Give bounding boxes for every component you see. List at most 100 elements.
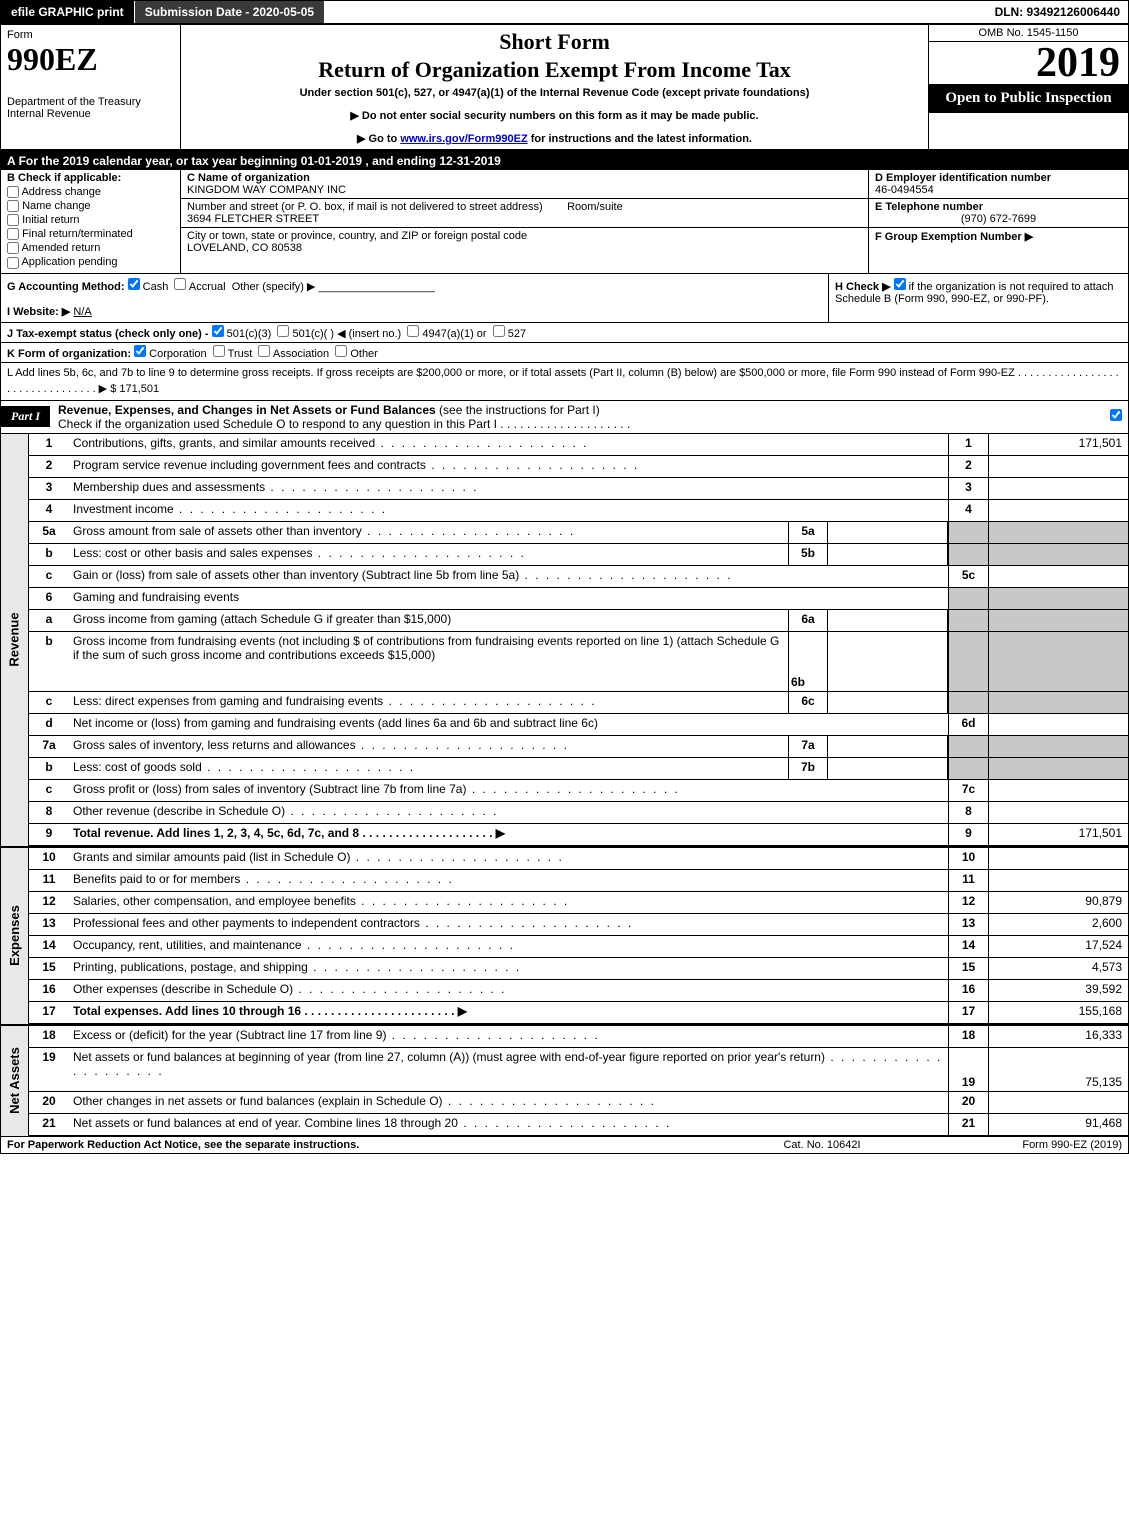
line-2-desc: Program service revenue including govern… <box>73 458 426 472</box>
info-block: B Check if applicable: Address change Na… <box>1 170 1128 274</box>
501c-checkbox[interactable] <box>277 325 289 337</box>
form-990ez-page: efile GRAPHIC print Submission Date - 20… <box>0 0 1129 1154</box>
line-9-num: 9 <box>29 824 69 845</box>
ein-label: D Employer identification number <box>875 172 1051 184</box>
line-12-value: 90,879 <box>988 892 1128 913</box>
row-g-h: G Accounting Method: Cash Accrual Other … <box>1 274 1128 323</box>
other-org-checkbox[interactable] <box>335 345 347 357</box>
line-10-value <box>988 848 1128 869</box>
line-6d-num: d <box>29 714 69 735</box>
row-j: J Tax-exempt status (check only one) - 5… <box>1 323 1128 343</box>
tel-label: E Telephone number <box>875 201 983 213</box>
form-label: Form <box>7 29 174 41</box>
line-3-num: 3 <box>29 478 69 499</box>
association-checkbox[interactable] <box>258 345 270 357</box>
initial-return-checkbox[interactable] <box>7 214 19 226</box>
street-value: 3694 FLETCHER STREET <box>187 213 319 225</box>
application-pending-checkbox[interactable] <box>7 257 19 269</box>
address-change-label: Address change <box>21 186 101 198</box>
line-4-rnum: 4 <box>948 500 988 521</box>
section-d-e-f: D Employer identification number 46-0494… <box>868 170 1128 273</box>
line-7c-num: c <box>29 780 69 801</box>
line-1-desc: Contributions, gifts, grants, and simila… <box>73 436 375 450</box>
dln-label: DLN: 93492126006440 <box>987 1 1128 23</box>
line-14-value: 17,524 <box>988 936 1128 957</box>
open-to-public: Open to Public Inspection <box>929 84 1128 113</box>
line-5b-mid: 5b <box>788 544 828 565</box>
name-change-checkbox[interactable] <box>7 200 19 212</box>
line-18-desc: Excess or (deficit) for the year (Subtra… <box>73 1028 386 1042</box>
h-checkbox[interactable] <box>894 278 906 290</box>
topbar-spacer <box>325 1 986 23</box>
schedule-o-checkbox[interactable] <box>1110 409 1122 421</box>
line-6-rval <box>988 588 1128 609</box>
line-3-desc: Membership dues and assessments <box>73 480 265 494</box>
line-20: 20 Other changes in net assets or fund b… <box>29 1092 1128 1114</box>
501c3-label: 501(c)(3) <box>227 328 272 340</box>
line-15-num: 15 <box>29 958 69 979</box>
paperwork-notice: For Paperwork Reduction Act Notice, see … <box>7 1139 722 1151</box>
line-6c-desc: Less: direct expenses from gaming and fu… <box>73 694 383 708</box>
cash-checkbox[interactable] <box>128 278 140 290</box>
line-7a-rnum <box>948 736 988 757</box>
amended-return-checkbox[interactable] <box>7 242 19 254</box>
line-5a-desc: Gross amount from sale of assets other t… <box>73 524 362 538</box>
line-21-value: 91,468 <box>988 1114 1128 1135</box>
final-return-checkbox[interactable] <box>7 228 19 240</box>
line-17-value: 155,168 <box>988 1002 1128 1023</box>
line-11-num: 11 <box>29 870 69 891</box>
line-6-num: 6 <box>29 588 69 609</box>
line-5b: b Less: cost or other basis and sales ex… <box>29 544 1128 566</box>
line-6a-rval <box>988 610 1128 631</box>
line-7a-desc: Gross sales of inventory, less returns a… <box>73 738 356 752</box>
line-3-rnum: 3 <box>948 478 988 499</box>
address-change-checkbox[interactable] <box>7 186 19 198</box>
efile-print-button[interactable]: efile GRAPHIC print <box>1 1 135 23</box>
line-7a-midval <box>828 736 948 757</box>
501c3-checkbox[interactable] <box>212 325 224 337</box>
line-21-desc: Net assets or fund balances at end of ye… <box>73 1116 458 1130</box>
irs-link[interactable]: www.irs.gov/Form990EZ <box>400 133 527 145</box>
line-4-value <box>988 500 1128 521</box>
net-assets-side-label: Net Assets <box>1 1026 29 1136</box>
line-4-desc: Investment income <box>73 502 174 516</box>
4947a1-checkbox[interactable] <box>407 325 419 337</box>
i-label: I Website: ▶ <box>7 306 70 318</box>
header-right: OMB No. 1545-1150 2019 Open to Public In… <box>928 25 1128 149</box>
accrual-checkbox[interactable] <box>174 278 186 290</box>
line-16-desc: Other expenses (describe in Schedule O) <box>73 982 293 996</box>
line-5a-rnum <box>948 522 988 543</box>
line-6-rnum <box>948 588 988 609</box>
city-value: LOVELAND, CO 80538 <box>187 242 302 254</box>
line-7a-num: 7a <box>29 736 69 757</box>
line-19-num: 19 <box>29 1048 69 1091</box>
corporation-checkbox[interactable] <box>134 345 146 357</box>
corporation-label: Corporation <box>149 348 206 360</box>
line-6a-midval <box>828 610 948 631</box>
line-6c-rnum <box>948 692 988 713</box>
city-label: City or town, state or province, country… <box>187 230 527 242</box>
line-1-rnum: 1 <box>948 434 988 455</box>
527-checkbox[interactable] <box>493 325 505 337</box>
line-6a: a Gross income from gaming (attach Sched… <box>29 610 1128 632</box>
line-9-desc: Total revenue. Add lines 1, 2, 3, 4, 5c,… <box>73 826 505 840</box>
form-header: Form 990EZ Department of the Treasury In… <box>1 25 1128 152</box>
line-6b-midval <box>828 632 948 691</box>
trust-checkbox[interactable] <box>213 345 225 357</box>
cash-label: Cash <box>143 281 169 293</box>
j-label: J Tax-exempt status (check only one) - <box>7 328 209 340</box>
line-6a-rnum <box>948 610 988 631</box>
line-20-value <box>988 1092 1128 1113</box>
line-5c-rnum: 5c <box>948 566 988 587</box>
submission-date-button[interactable]: Submission Date - 2020-05-05 <box>135 1 325 23</box>
line-14-num: 14 <box>29 936 69 957</box>
line-5a-rval <box>988 522 1128 543</box>
goto-post: for instructions and the latest informat… <box>528 133 752 145</box>
trust-label: Trust <box>228 348 253 360</box>
line-6a-desc: Gross income from gaming (attach Schedul… <box>73 612 451 626</box>
dept-treasury: Department of the Treasury <box>7 96 174 108</box>
line-7c-rnum: 7c <box>948 780 988 801</box>
line-20-num: 20 <box>29 1092 69 1113</box>
association-label: Association <box>273 348 329 360</box>
tel-value: (970) 672-7699 <box>875 213 1122 225</box>
